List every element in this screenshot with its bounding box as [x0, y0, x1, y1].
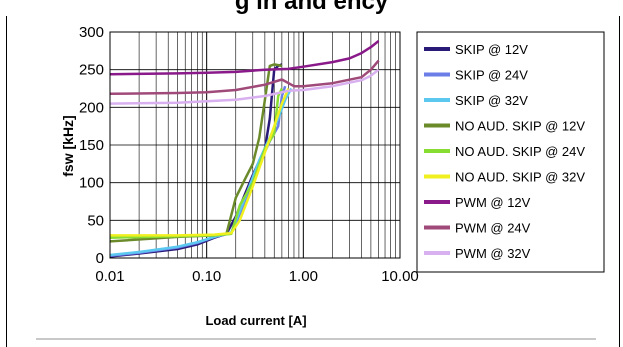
x-tick-label: 0.01 [95, 268, 124, 285]
series-layer [109, 40, 380, 258]
x-tick-labels: 0.01 0.10 1.00 10.00 [95, 268, 418, 285]
grid [109, 31, 400, 259]
x-tick-label: 1.00 [289, 268, 318, 285]
series-line [109, 87, 284, 239]
legend-label: PWM @ 24V [455, 221, 531, 236]
y-axis-label: fsw [kHz] [60, 115, 76, 176]
series-line [109, 68, 380, 105]
legend-label: PWM @ 32V [455, 246, 531, 261]
legend: SKIP @ 12V SKIP @ 24V SKIP @ 32V NO AUD. SK… [416, 31, 605, 273]
x-tick-label: 10.00 [381, 268, 419, 285]
series-line [109, 59, 380, 96]
figure-heading: g in and ency [234, 0, 389, 15]
plot-border [109, 31, 401, 259]
x-axis-label: Load current [A] [205, 313, 306, 328]
legend-label: SKIP @ 32V [455, 93, 528, 108]
series-line [109, 63, 283, 243]
y-tick-label: 150 [79, 137, 104, 154]
legend-label: NO AUD. SKIP @ 32V [455, 170, 585, 185]
series-line [110, 88, 290, 237]
y-tick-label: 0 [96, 250, 104, 267]
legend-label: NO AUD. SKIP @ 24V [455, 144, 585, 159]
series-line [109, 40, 380, 76]
legend-label: SKIP @ 24V [455, 68, 528, 83]
legend-label: SKIP @ 12V [455, 42, 528, 57]
legend-label: NO AUD. SKIP @ 12V [455, 119, 585, 134]
legend-label: PWM @ 12V [455, 195, 531, 210]
y-tick-labels: 0 50 100 150 200 250 300 [79, 24, 104, 267]
y-tick-label: 100 [79, 175, 104, 192]
y-tick-label: 300 [79, 24, 104, 41]
y-tick-label: 250 [79, 62, 104, 79]
figure-frame [6, 16, 620, 347]
y-tick-label: 200 [79, 99, 104, 116]
y-tick-label: 50 [87, 212, 104, 229]
x-tick-label: 0.10 [192, 268, 221, 285]
